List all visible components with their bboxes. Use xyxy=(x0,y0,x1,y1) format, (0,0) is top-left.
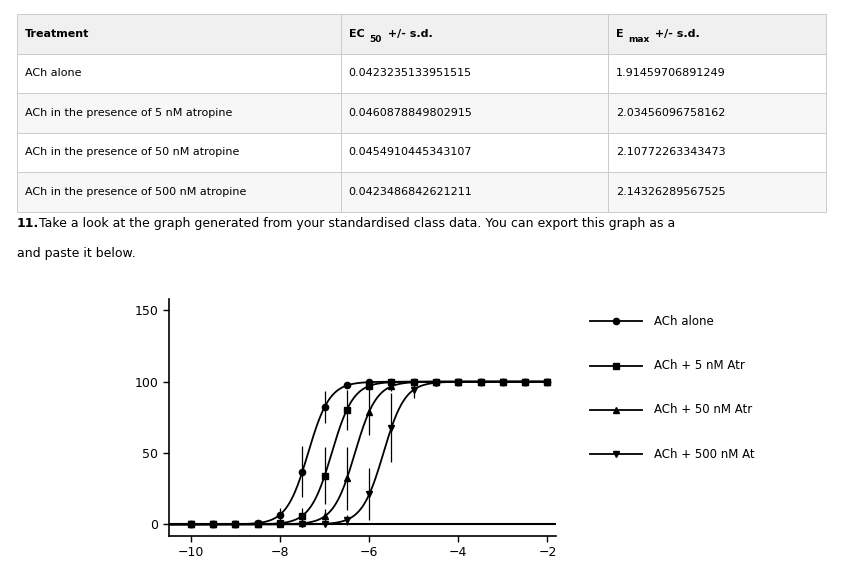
FancyBboxPatch shape xyxy=(608,93,826,133)
Text: ACh alone: ACh alone xyxy=(654,315,713,328)
Text: 2.03456096758162: 2.03456096758162 xyxy=(615,108,725,118)
Text: and paste it below.: and paste it below. xyxy=(17,247,136,260)
FancyBboxPatch shape xyxy=(17,54,341,93)
Text: ACh + 500 nM At: ACh + 500 nM At xyxy=(654,448,754,461)
Text: Treatment: Treatment xyxy=(25,29,89,39)
Text: 50: 50 xyxy=(370,35,382,44)
Text: +/- s.d.: +/- s.d. xyxy=(651,29,700,39)
Text: 0.0423235133951515: 0.0423235133951515 xyxy=(349,68,472,78)
Text: ACh in the presence of 5 nM atropine: ACh in the presence of 5 nM atropine xyxy=(25,108,233,118)
Text: 2.10772263343473: 2.10772263343473 xyxy=(615,147,725,157)
Text: ACh + 5 nM Atr: ACh + 5 nM Atr xyxy=(654,359,744,372)
FancyBboxPatch shape xyxy=(341,14,608,54)
Text: ACh in the presence of 50 nM atropine: ACh in the presence of 50 nM atropine xyxy=(25,147,239,157)
FancyBboxPatch shape xyxy=(341,93,608,133)
Text: EC: EC xyxy=(349,29,364,39)
FancyBboxPatch shape xyxy=(17,172,341,212)
FancyBboxPatch shape xyxy=(608,133,826,172)
FancyBboxPatch shape xyxy=(17,14,341,54)
Text: Take a look at the graph generated from your standardised class data. You can ex: Take a look at the graph generated from … xyxy=(35,218,675,231)
Text: ACh in the presence of 500 nM atropine: ACh in the presence of 500 nM atropine xyxy=(25,187,246,197)
Text: 11.: 11. xyxy=(17,218,39,231)
FancyBboxPatch shape xyxy=(608,54,826,93)
Text: 0.0460878849802915: 0.0460878849802915 xyxy=(349,108,473,118)
Text: 1.91459706891249: 1.91459706891249 xyxy=(615,68,726,78)
Text: 0.0454910445343107: 0.0454910445343107 xyxy=(349,147,472,157)
FancyBboxPatch shape xyxy=(341,133,608,172)
Text: +/- s.d.: +/- s.d. xyxy=(384,29,433,39)
FancyBboxPatch shape xyxy=(608,172,826,212)
Text: max: max xyxy=(628,35,649,44)
Text: 2.14326289567525: 2.14326289567525 xyxy=(615,187,725,197)
Text: 0.0423486842621211: 0.0423486842621211 xyxy=(349,187,472,197)
FancyBboxPatch shape xyxy=(17,93,341,133)
FancyBboxPatch shape xyxy=(608,14,826,54)
Text: ACh alone: ACh alone xyxy=(25,68,82,78)
FancyBboxPatch shape xyxy=(341,172,608,212)
FancyBboxPatch shape xyxy=(341,54,608,93)
Text: ACh + 50 nM Atr: ACh + 50 nM Atr xyxy=(654,403,752,416)
FancyBboxPatch shape xyxy=(17,133,341,172)
Text: E: E xyxy=(615,29,623,39)
